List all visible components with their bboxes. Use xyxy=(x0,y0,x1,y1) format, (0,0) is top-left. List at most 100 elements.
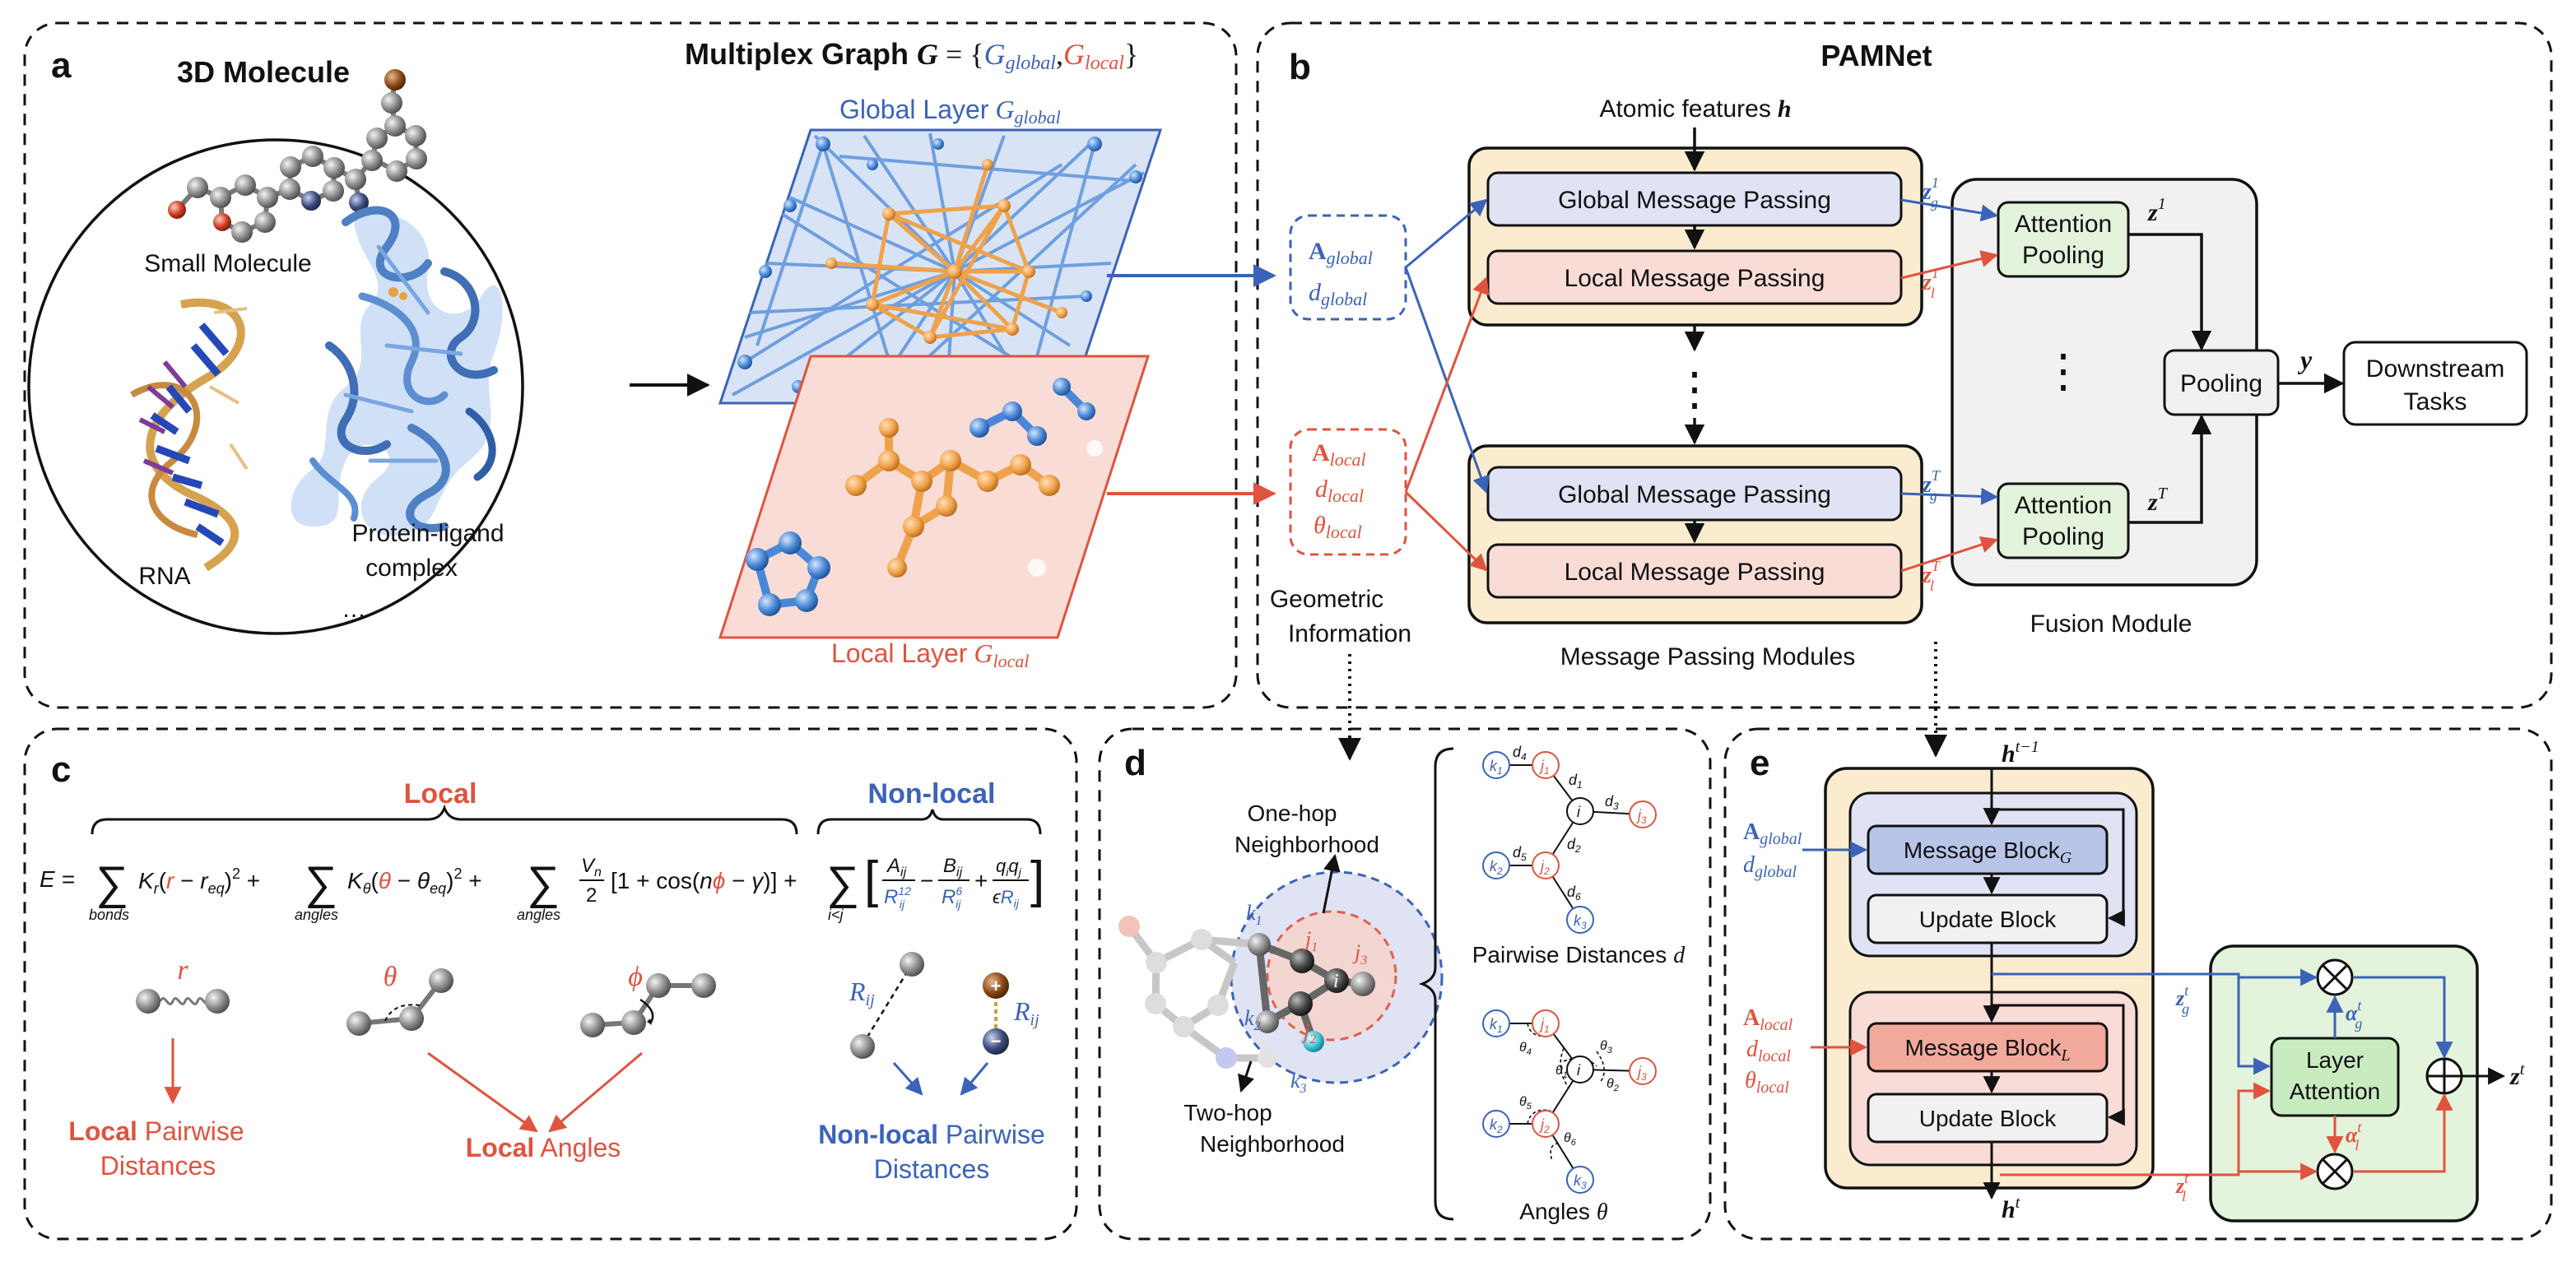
protein-label-2: complex xyxy=(365,554,458,582)
more-ellipsis: … xyxy=(342,596,366,623)
molecule-title: 3D Molecule xyxy=(177,55,350,89)
local-mp-label-1: Local Message Passing xyxy=(1565,265,1825,292)
panel-letter-c: c xyxy=(51,749,71,790)
e-zl-label: zt l xyxy=(2175,1170,2189,1204)
fusion-vdots: ⋮ xyxy=(2040,345,2086,397)
rij-symbol-1: Rij xyxy=(849,977,875,1009)
svg-text:[1 + cos(nϕ − γ)] +: [1 + cos(nϕ − γ)] + xyxy=(611,868,797,893)
local-heading: Local xyxy=(404,778,477,810)
one-hop-label-1: One-hop xyxy=(1248,800,1337,826)
nonlocal-heading: Non-local xyxy=(868,778,996,810)
protein-image xyxy=(291,206,503,536)
nonlocal-pairwise-label-1: Non-local Pairwise xyxy=(818,1120,1045,1149)
zg1-arrow xyxy=(1900,198,1999,222)
neighborhood-diagram: k1 k2 k3 j1 j2 j3 i xyxy=(1118,853,1444,1096)
local-pairwise-label-2: Distances xyxy=(100,1151,216,1181)
global-to-mp1 xyxy=(1405,198,1488,269)
svg-text:θ1: θ1 xyxy=(1555,1064,1568,1080)
small-molecule-label: Small Molecule xyxy=(144,250,311,277)
svg-text:θ4: θ4 xyxy=(1519,1041,1532,1057)
svg-text:Aij: Aij xyxy=(886,855,907,879)
panel-letter-e: e xyxy=(1750,743,1769,783)
svg-text:−: − xyxy=(991,1031,1002,1051)
attention-pooling-label-2a: Attention xyxy=(2015,492,2112,519)
protein-label-1: Protein-ligand xyxy=(351,520,504,547)
update-block-l xyxy=(1867,1093,2109,1144)
svg-text:i: i xyxy=(1577,1062,1581,1079)
theta-local-label: θlocal xyxy=(1314,512,1362,542)
zT-label: zT xyxy=(2147,485,2169,516)
two-hop-label-1: Two-hop xyxy=(1183,1100,1272,1125)
downstream-label-2: Tasks xyxy=(2404,388,2467,415)
svg-text:∑: ∑ xyxy=(95,856,128,908)
phi-arrow xyxy=(548,1051,643,1133)
attention-pooling-label-1b: Pooling xyxy=(2022,242,2104,269)
local-layer-label: Local Layer Glocal xyxy=(831,638,1030,671)
d-global-label: dglobal xyxy=(1309,279,1367,309)
message-block-l-label: Message BlockL xyxy=(1905,1035,2071,1065)
mp-modules-label: Message Passing Modules xyxy=(1560,643,1856,670)
phi-symbol: ϕ xyxy=(628,962,643,992)
global-mp-label-1: Global Message Passing xyxy=(1558,187,1831,214)
svg-text:i<j: i<j xyxy=(828,907,844,923)
z-g1-label: z1 g xyxy=(1922,174,1939,211)
z-lT-label: zT l xyxy=(1922,558,1941,594)
svg-text:i: i xyxy=(1333,971,1339,992)
svg-text:i: i xyxy=(1577,804,1581,820)
panel-letter-b: b xyxy=(1289,47,1311,87)
a-global-label: Aglobal xyxy=(1309,238,1373,268)
geometric-info-label-2: Information xyxy=(1288,620,1411,647)
local-to-mp2 xyxy=(1404,490,1488,572)
panel-c-frame xyxy=(23,727,1078,1241)
message-block-g-label: Message BlockG xyxy=(1904,837,2072,867)
small-molecule-image xyxy=(168,69,427,243)
update-block-g xyxy=(1867,893,2109,944)
a-local-label: Alocal xyxy=(1312,439,1366,470)
attention-pooling-box-1 xyxy=(1997,201,2130,278)
geometric-info-label-1: Geometric xyxy=(1270,586,1383,613)
e-a-global-label: Aglobal xyxy=(1743,819,1802,848)
svg-text:Vn: Vn xyxy=(581,855,602,879)
update-block-l-label: Update Block xyxy=(1919,1106,2058,1131)
svg-text:Kr(r − req)2 +: Kr(r − req)2 + xyxy=(138,865,260,897)
molecule-circle xyxy=(27,138,524,635)
brace-icon xyxy=(816,809,1042,835)
downstream-label-1: Downstream xyxy=(2366,355,2504,383)
h-t-label: ht xyxy=(2002,1194,2020,1223)
local-angles-label: Local Angles xyxy=(466,1133,621,1162)
svg-text:∑: ∑ xyxy=(305,856,337,908)
svg-text:d4: d4 xyxy=(1513,744,1527,763)
alpha-g-label: αt g xyxy=(2346,997,2362,1032)
zgT-arrow xyxy=(1900,487,1999,505)
svg-text:∑: ∑ xyxy=(527,856,560,908)
svg-text:d1: d1 xyxy=(1569,772,1583,791)
rna-image xyxy=(130,298,249,572)
global-to-mp2 xyxy=(1404,267,1490,494)
oplus-icon xyxy=(2425,1057,2463,1095)
svg-text:E =: E = xyxy=(40,866,75,892)
svg-text:angles: angles xyxy=(517,907,560,923)
panel-letter-d: d xyxy=(1124,743,1146,783)
one-hop-label-2: Neighborhood xyxy=(1235,832,1379,857)
svg-text:θ6: θ6 xyxy=(1564,1131,1577,1148)
svg-text:Kθ(θ − θeq)2 +: Kθ(θ − θeq)2 + xyxy=(347,865,482,897)
svg-text:angles: angles xyxy=(295,907,338,923)
d-local-label: dlocal xyxy=(1315,476,1364,506)
zlT-arrow xyxy=(1900,536,1998,573)
e-a-local-label: Alocal xyxy=(1743,1005,1793,1034)
attention-pooling-box-2 xyxy=(1997,482,2130,559)
nonlocal-pair-icon xyxy=(850,952,924,1059)
local-mp-label-2: Local Message Passing xyxy=(1565,559,1825,586)
nonlocal-arrow-1 xyxy=(892,1061,923,1096)
svg-text:Bij: Bij xyxy=(943,855,963,879)
e-d-local-label: dlocal xyxy=(1746,1037,1791,1065)
svg-text:d5: d5 xyxy=(1513,844,1527,863)
nonlocal-arrow-2 xyxy=(960,1062,989,1096)
panel-e-frame xyxy=(1723,727,2553,1241)
theta-symbol: θ xyxy=(384,962,398,992)
two-hop-label-2: Neighborhood xyxy=(1200,1131,1345,1157)
layer-attention-label-2: Attention xyxy=(2290,1079,2381,1104)
panel-a-frame xyxy=(23,21,1238,709)
angles-label: Angles θ xyxy=(1519,1199,1608,1225)
